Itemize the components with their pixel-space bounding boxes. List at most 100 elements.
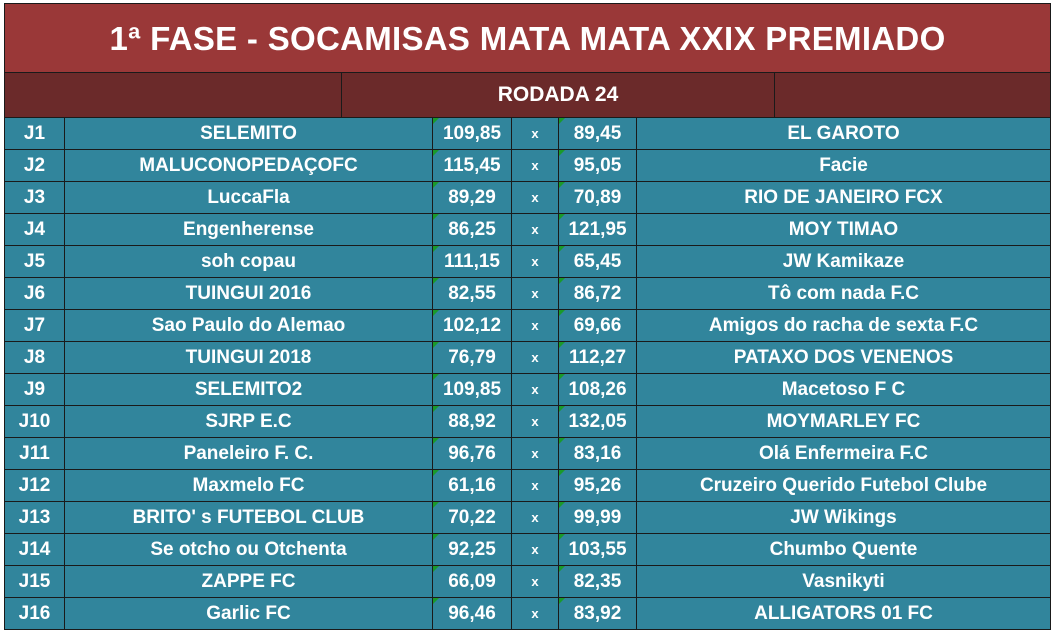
- home-score-cell: 109,85: [433, 118, 512, 149]
- home-score-cell: 96,76: [433, 438, 512, 469]
- versus-cell: x: [512, 278, 559, 309]
- table-row: J9 SELEMITO2 109,85 x 108,26 Macetoso F C: [5, 374, 1050, 406]
- home-team-cell: SELEMITO2: [65, 374, 433, 405]
- away-team-cell: EL GAROTO: [637, 118, 1050, 149]
- away-score-cell: 70,89: [559, 182, 637, 213]
- home-team-cell: SELEMITO: [65, 118, 433, 149]
- away-score-cell: 65,45: [559, 246, 637, 277]
- versus-cell: x: [512, 502, 559, 533]
- away-score-cell: 112,27: [559, 342, 637, 373]
- home-team-cell: TUINGUI 2016: [65, 278, 433, 309]
- away-score-cell: 99,99: [559, 502, 637, 533]
- table-row: J3 LuccaFla 89,29 x 70,89 RIO DE JANEIRO FCX: [5, 182, 1050, 214]
- versus-cell: x: [512, 374, 559, 405]
- table-row: J5 soh copau 111,15 x 65,45 JW Kamikaze: [5, 246, 1050, 278]
- versus-cell: x: [512, 246, 559, 277]
- away-team-cell: Vasnikyti: [637, 566, 1050, 597]
- away-team-cell: PATAXO DOS VENENOS: [637, 342, 1050, 373]
- versus-cell: x: [512, 310, 559, 341]
- round-header: RODADA 24: [5, 73, 1050, 118]
- away-team-cell: Chumbo Quente: [637, 534, 1050, 565]
- game-cell: J10: [5, 406, 65, 437]
- game-cell: J4: [5, 214, 65, 245]
- away-team-cell: JW Kamikaze: [637, 246, 1050, 277]
- away-team-cell: Tô com nada F.C: [637, 278, 1050, 309]
- versus-cell: x: [512, 406, 559, 437]
- versus-cell: x: [512, 182, 559, 213]
- versus-cell: x: [512, 470, 559, 501]
- home-team-cell: Garlic FC: [65, 598, 433, 629]
- matches-table: J1 SELEMITO 109,85 x 89,45 EL GAROTO J2 MALUCON…: [5, 118, 1050, 630]
- away-team-cell: JW Wikings: [637, 502, 1050, 533]
- away-score-cell: 83,92: [559, 598, 637, 629]
- home-team-cell: BRITO' s FUTEBOL CLUB: [65, 502, 433, 533]
- away-score-cell: 82,35: [559, 566, 637, 597]
- away-team-cell: ALLIGATORS 01 FC: [637, 598, 1050, 629]
- home-score-cell: 89,29: [433, 182, 512, 213]
- home-team-cell: LuccaFla: [65, 182, 433, 213]
- game-cell: J6: [5, 278, 65, 309]
- home-team-cell: MALUCONOPEDAÇOFC: [65, 150, 433, 181]
- home-score-cell: 102,12: [433, 310, 512, 341]
- home-score-cell: 115,45: [433, 150, 512, 181]
- home-score-cell: 88,92: [433, 406, 512, 437]
- away-score-cell: 95,05: [559, 150, 637, 181]
- table-row: J6 TUINGUI 2016 82,55 x 86,72 Tô com nada F.C: [5, 278, 1050, 310]
- away-team-cell: Facie: [637, 150, 1050, 181]
- versus-cell: x: [512, 534, 559, 565]
- home-team-cell: Maxmelo FC: [65, 470, 433, 501]
- home-score-cell: 109,85: [433, 374, 512, 405]
- table-row: J11 Paneleiro F. C. 96,76 x 83,16 Olá Enferme…: [5, 438, 1050, 470]
- home-score-cell: 66,09: [433, 566, 512, 597]
- round-label: RODADA 24: [342, 73, 775, 117]
- game-cell: J1: [5, 118, 65, 149]
- game-cell: J12: [5, 470, 65, 501]
- home-score-cell: 92,25: [433, 534, 512, 565]
- home-score-cell: 86,25: [433, 214, 512, 245]
- home-score-cell: 76,79: [433, 342, 512, 373]
- game-cell: J15: [5, 566, 65, 597]
- table-row: J1 SELEMITO 109,85 x 89,45 EL GAROTO: [5, 118, 1050, 150]
- away-score-cell: 83,16: [559, 438, 637, 469]
- versus-cell: x: [512, 438, 559, 469]
- game-cell: J3: [5, 182, 65, 213]
- game-cell: J7: [5, 310, 65, 341]
- round-header-blank-right: [775, 73, 1050, 117]
- home-score-cell: 61,16: [433, 470, 512, 501]
- table-row: J12 Maxmelo FC 61,16 x 95,26 Cruzeiro Querido…: [5, 470, 1050, 502]
- away-score-cell: 132,05: [559, 406, 637, 437]
- home-team-cell: Sao Paulo do Alemao: [65, 310, 433, 341]
- game-cell: J2: [5, 150, 65, 181]
- home-team-cell: ZAPPE FC: [65, 566, 433, 597]
- home-team-cell: Engenherense: [65, 214, 433, 245]
- away-team-cell: Amigos do racha de sexta F.C: [637, 310, 1050, 341]
- game-cell: J11: [5, 438, 65, 469]
- game-cell: J13: [5, 502, 65, 533]
- home-score-cell: 82,55: [433, 278, 512, 309]
- away-team-cell: Olá Enfermeira F.C: [637, 438, 1050, 469]
- home-score-cell: 96,46: [433, 598, 512, 629]
- home-team-cell: Se otcho ou Otchenta: [65, 534, 433, 565]
- table-row: J10 SJRP E.C 88,92 x 132,05 MOYMARLEY FC: [5, 406, 1050, 438]
- away-team-cell: MOYMARLEY FC: [637, 406, 1050, 437]
- table-row: J7 Sao Paulo do Alemao 102,12 x 69,66 Amigos …: [5, 310, 1050, 342]
- versus-cell: x: [512, 214, 559, 245]
- page-title: 1ª FASE - SOCAMISAS MATA MATA XXIX PREMI…: [5, 4, 1050, 73]
- versus-cell: x: [512, 150, 559, 181]
- round-header-blank-left: [5, 73, 342, 117]
- away-score-cell: 103,55: [559, 534, 637, 565]
- away-score-cell: 86,72: [559, 278, 637, 309]
- game-cell: J14: [5, 534, 65, 565]
- home-team-cell: soh copau: [65, 246, 433, 277]
- table-row: J13 BRITO' s FUTEBOL CLUB 70,22 x 99,99 JW Wi…: [5, 502, 1050, 534]
- away-score-cell: 121,95: [559, 214, 637, 245]
- table-row: J4 Engenherense 86,25 x 121,95 MOY TIMAO: [5, 214, 1050, 246]
- game-cell: J8: [5, 342, 65, 373]
- game-cell: J5: [5, 246, 65, 277]
- away-score-cell: 95,26: [559, 470, 637, 501]
- table-row: J14 Se otcho ou Otchenta 92,25 x 103,55 Chumb…: [5, 534, 1050, 566]
- home-team-cell: SJRP E.C: [65, 406, 433, 437]
- away-score-cell: 108,26: [559, 374, 637, 405]
- away-team-cell: RIO DE JANEIRO FCX: [637, 182, 1050, 213]
- away-score-cell: 89,45: [559, 118, 637, 149]
